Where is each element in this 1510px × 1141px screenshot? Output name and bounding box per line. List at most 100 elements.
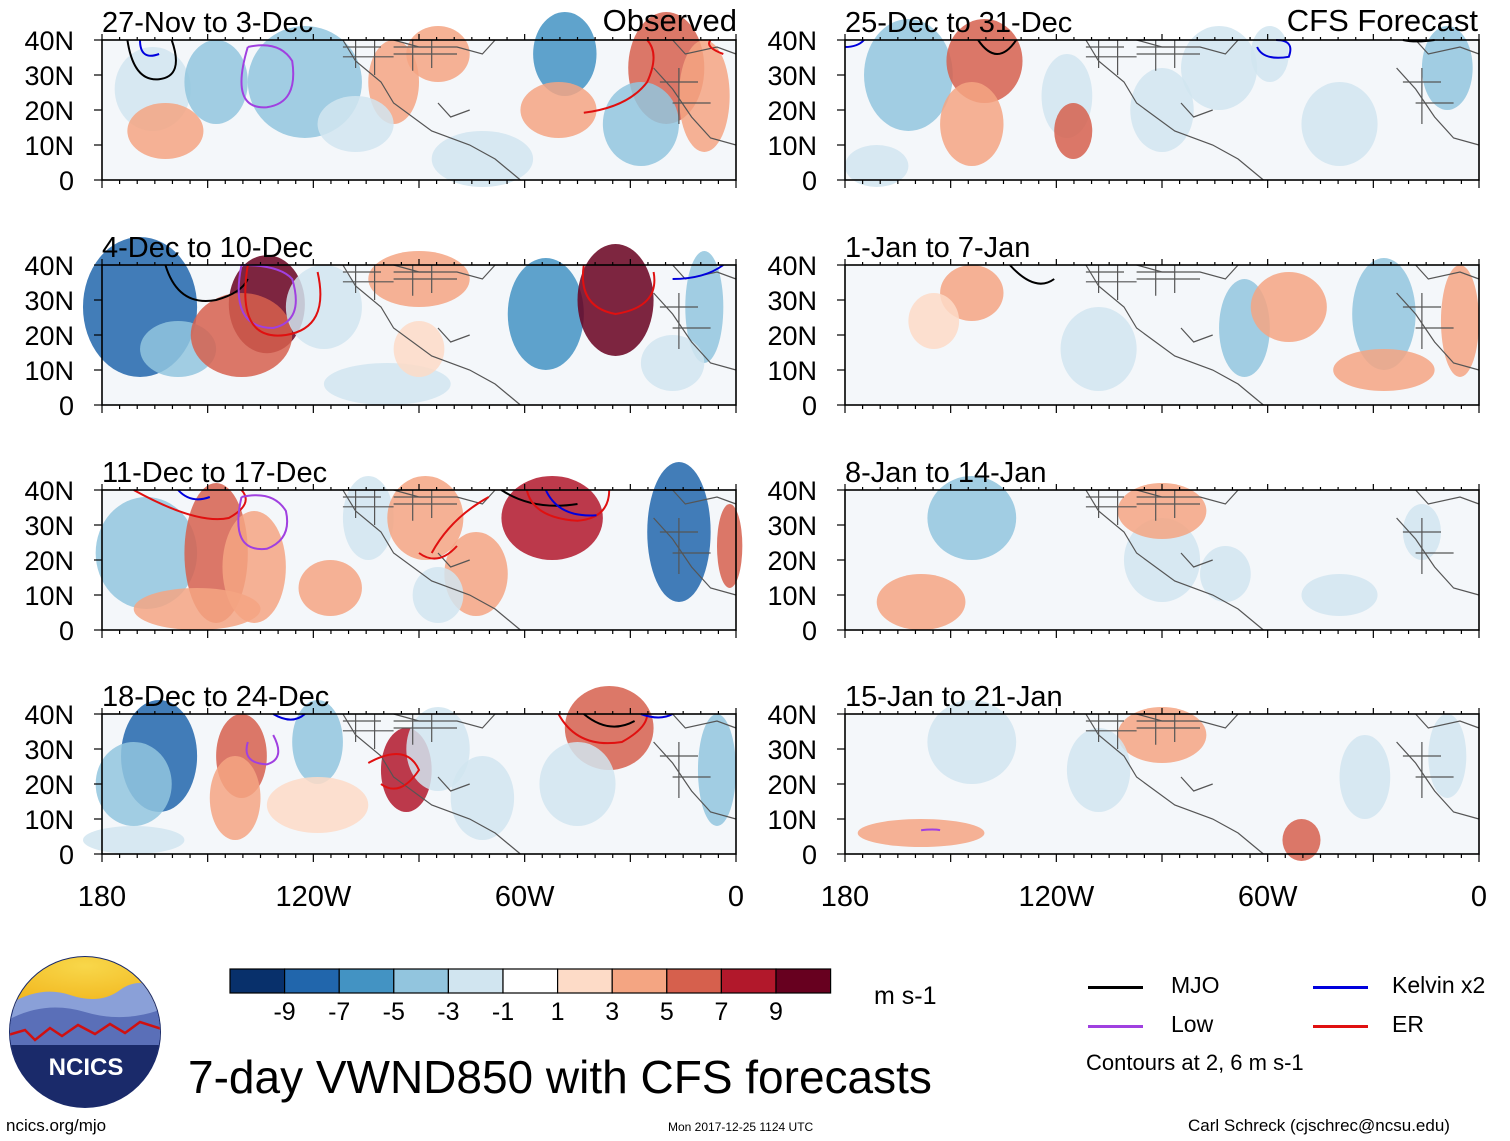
contour-kelvin <box>272 713 306 721</box>
panel-date-label: 25-Dec to 31-Dec <box>845 7 1072 39</box>
contour-er <box>525 489 611 522</box>
anomaly-blob <box>209 756 261 840</box>
lat-label: 0 <box>802 166 817 196</box>
anomaly-blob <box>450 756 515 840</box>
lat-label: 40N <box>24 476 74 506</box>
lat-label: 20N <box>767 770 817 800</box>
coastline <box>1402 293 1454 349</box>
anomaly-blob <box>1130 68 1194 152</box>
coastline <box>1085 39 1264 181</box>
anomaly-blob <box>317 96 394 152</box>
forecast-label: CFS Forecast <box>1287 3 1479 38</box>
observed-label: Observed <box>603 3 737 38</box>
lat-label: 0 <box>59 391 74 421</box>
lat-label: 20N <box>24 770 74 800</box>
anomaly-blob <box>82 826 185 854</box>
contour-kelvin <box>844 39 865 48</box>
coastline <box>1085 714 1137 749</box>
anomaly-blob <box>1117 707 1207 763</box>
lat-label: 40N <box>24 251 74 281</box>
coastline <box>659 68 711 124</box>
contour-kelvin <box>544 489 597 517</box>
footer-website: ncics.org/mjo <box>6 1116 107 1135</box>
lat-label: 20N <box>24 321 74 351</box>
contour-er <box>581 264 656 316</box>
contour-er <box>583 39 655 114</box>
coastline <box>1136 490 1200 521</box>
anomaly-blob <box>716 504 743 588</box>
lon-label: 60W <box>1238 881 1298 913</box>
anomaly-blob <box>533 12 597 96</box>
lat-label: 10N <box>767 131 817 161</box>
lat-label: 10N <box>767 581 817 611</box>
panel-date-label: 27-Nov to 3-Dec <box>102 7 313 39</box>
anomaly-blob <box>1200 546 1251 602</box>
contour-low <box>237 494 289 551</box>
lat-label: 30N <box>24 735 74 765</box>
coastline <box>1180 776 1213 792</box>
lon-label: 60W <box>495 881 555 913</box>
contour-low <box>240 44 295 109</box>
anomaly-blob <box>1333 349 1435 391</box>
anomaly-blob <box>678 40 730 152</box>
lat-label: 20N <box>767 321 817 351</box>
lat-label: 20N <box>767 546 817 576</box>
coastline <box>1136 714 1200 745</box>
anomaly-blob <box>342 476 394 560</box>
legend-line-kelvin <box>1313 986 1368 989</box>
anomaly-blob <box>685 251 724 363</box>
legend-line-low <box>1088 1025 1143 1028</box>
anomaly-blob <box>1123 518 1201 602</box>
anomaly-blob <box>190 293 293 377</box>
coastline <box>1180 102 1213 118</box>
coastline <box>1136 40 1200 71</box>
coastline <box>1136 489 1239 505</box>
anomaly-blob <box>127 103 204 159</box>
coastline <box>659 293 711 349</box>
colorbar-segment <box>556 968 613 994</box>
coastline <box>1402 742 1454 798</box>
lat-label: 30N <box>767 511 817 541</box>
coastline <box>1415 713 1480 729</box>
coastline <box>437 102 470 118</box>
contour-kelvin <box>139 39 160 57</box>
anomaly-blob <box>857 819 985 847</box>
anomaly-blob <box>539 742 616 826</box>
anomaly-blob <box>927 476 1017 560</box>
anomaly-blob <box>292 700 343 784</box>
colorbar-tick-label: -3 <box>437 998 459 1026</box>
anomaly-blob <box>1066 728 1131 812</box>
colorbar-tick-label: 3 <box>605 998 619 1026</box>
panel-date-label: 4-Dec to 10-Dec <box>102 232 313 264</box>
anomaly-blob <box>940 82 1004 166</box>
coastline <box>342 490 394 525</box>
lon-label: 0 <box>1471 881 1487 913</box>
panel-date-label: 15-Jan to 21-Jan <box>845 681 1063 713</box>
coastline <box>1085 489 1264 631</box>
lat-label: 40N <box>24 700 74 730</box>
lat-label: 30N <box>24 286 74 316</box>
colorbar-tick-label: 5 <box>660 998 674 1026</box>
anomaly-blob <box>412 567 464 623</box>
anomaly-blob <box>1440 265 1479 377</box>
coastline <box>1180 327 1213 343</box>
lat-label: 10N <box>767 805 817 835</box>
anomaly-blob <box>697 714 736 826</box>
lon-label: 120W <box>1018 881 1094 913</box>
coastline <box>1415 489 1480 505</box>
colorbar-tick-label: 1 <box>551 998 565 1026</box>
map-panel-p1: 27-Nov to 3-Dec 40N 30N 20N 10N 0 <box>24 7 737 196</box>
lat-label: 0 <box>59 166 74 196</box>
map-panel-p5: 25-Dec to 31-Dec 40N 30N 20N 10N 0 <box>767 7 1480 196</box>
legend-line-mjo <box>1088 986 1143 989</box>
map-panel-p3: 11-Dec to 17-Dec 40N 30N 20N 10N 0 <box>24 457 743 646</box>
lat-label: 0 <box>802 840 817 870</box>
lat-label: 0 <box>59 840 74 870</box>
contour-er <box>557 713 649 745</box>
coastline <box>659 518 711 574</box>
contour-er <box>133 489 247 521</box>
coastline <box>342 39 521 181</box>
contour-er <box>244 264 322 337</box>
